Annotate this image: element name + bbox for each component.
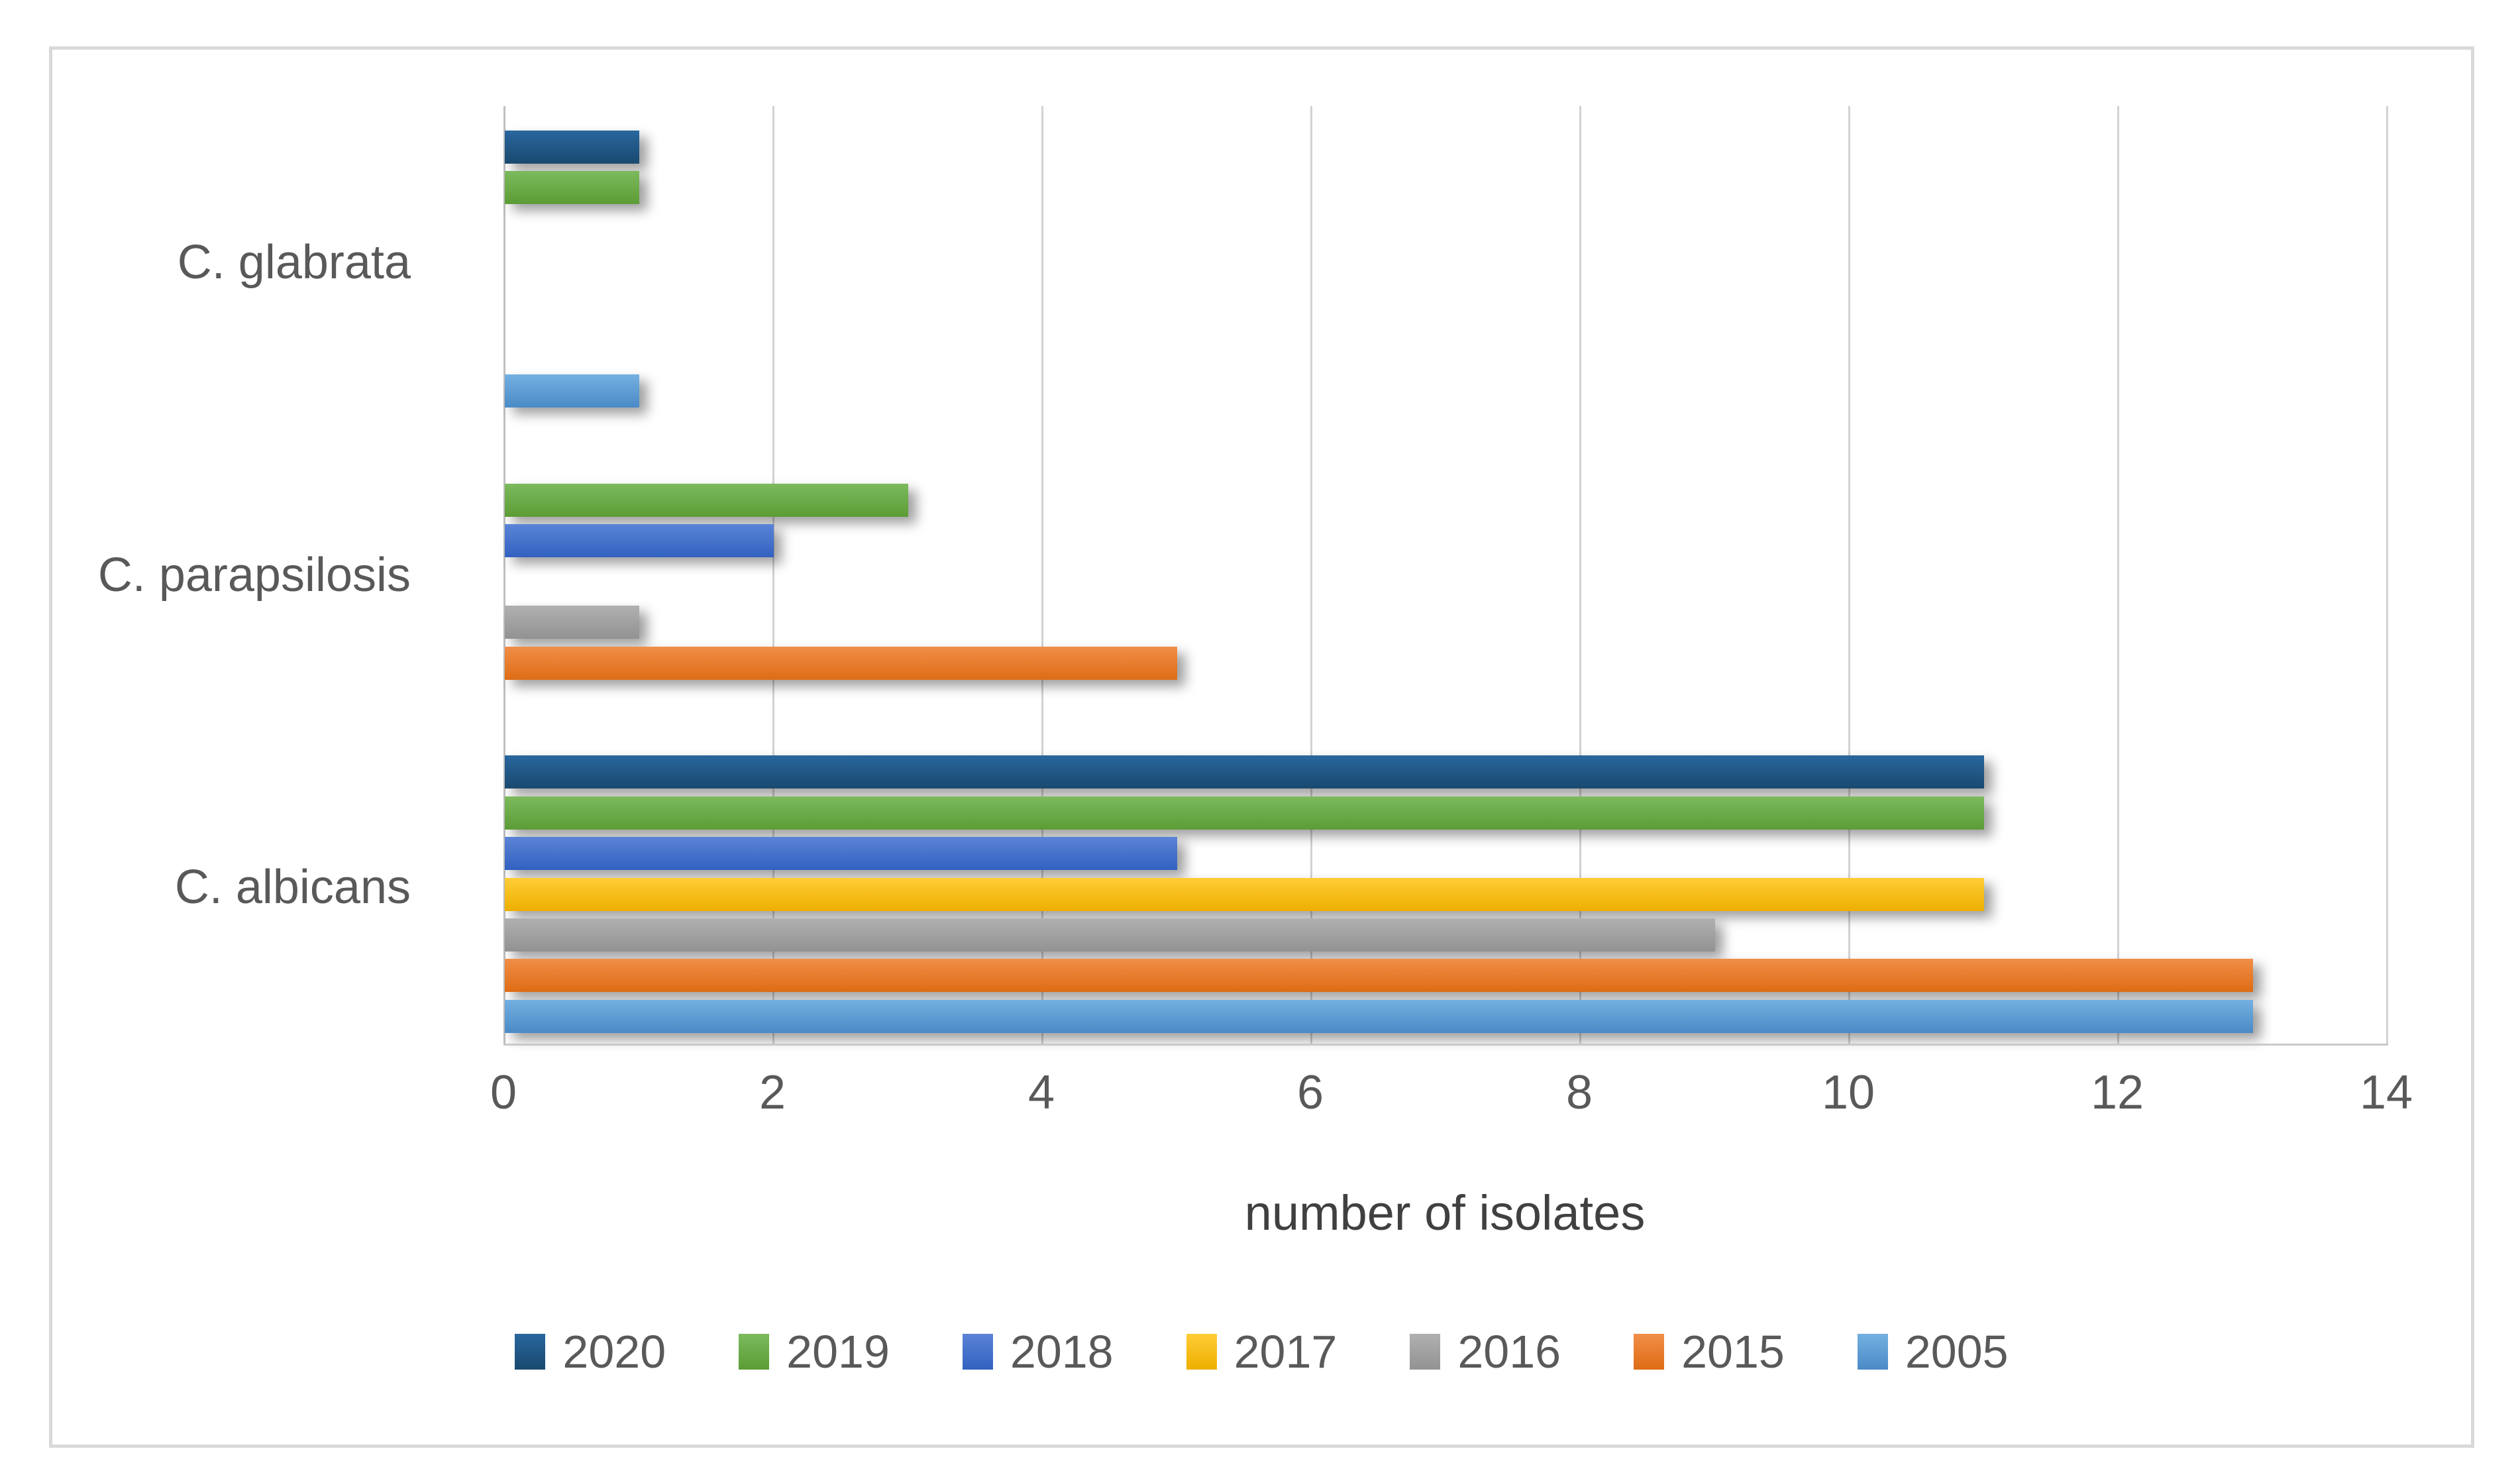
bar-2020-c--glabrata <box>505 131 639 164</box>
legend-item-2020: 2020 <box>515 1325 666 1378</box>
gridline-x-12 <box>2117 106 2119 1044</box>
bar-2016-c--parapsilosis <box>505 606 639 639</box>
chart-area-border <box>49 46 2474 1448</box>
gridline-x-6 <box>1310 106 1312 1044</box>
legend-label: 2020 <box>562 1326 666 1378</box>
x-tick-label-10: 10 <box>1821 1066 1875 1119</box>
legend-label: 2016 <box>1457 1326 1561 1378</box>
x-axis-title: number of isolates <box>1244 1185 1646 1240</box>
bar-2018-c--parapsilosis <box>505 524 774 558</box>
x-tick-label-2: 2 <box>759 1066 786 1119</box>
legend-marker-icon <box>1410 1334 1441 1370</box>
legend-label: 2015 <box>1681 1326 1785 1378</box>
bar-2020-c--albicans <box>505 755 1984 789</box>
category-label-c--glabrata: C. glabrata <box>177 235 411 289</box>
x-tick-label-8: 8 <box>1565 1066 1593 1119</box>
legend-marker-icon <box>1857 1334 1888 1370</box>
bar-2019-c--glabrata <box>505 171 639 205</box>
gridline-x-2 <box>772 106 774 1044</box>
plot-area <box>503 106 2388 1044</box>
legend-marker-icon <box>1186 1334 1217 1370</box>
bar-2005-c--albicans <box>505 999 2253 1033</box>
bar-2019-c--parapsilosis <box>505 484 908 517</box>
legend-marker-icon <box>515 1334 546 1370</box>
bar-2015-c--albicans <box>505 959 2253 993</box>
x-axis-line <box>503 1044 2388 1046</box>
bar-2018-c--albicans <box>505 837 1177 871</box>
legend-item-2019: 2019 <box>739 1325 890 1378</box>
legend-item-2016: 2016 <box>1410 1325 1561 1378</box>
legend-marker-icon <box>1634 1334 1665 1370</box>
legend-item-2005: 2005 <box>1857 1325 2009 1378</box>
x-tick-label-0: 0 <box>490 1066 517 1119</box>
x-tick-label-6: 6 <box>1296 1066 1324 1119</box>
legend-marker-icon <box>962 1334 993 1370</box>
x-tick-label-14: 14 <box>2359 1066 2413 1119</box>
legend-item-2015: 2015 <box>1634 1325 1785 1378</box>
gridline-x-10 <box>1848 106 1850 1044</box>
bar-2019-c--albicans <box>505 796 1984 830</box>
legend-item-2017: 2017 <box>1186 1325 1338 1378</box>
bar-2015-c--parapsilosis <box>505 646 1177 680</box>
y-axis-line <box>503 106 505 1044</box>
x-tick-label-4: 4 <box>1027 1066 1055 1119</box>
bar-2005-c--glabrata <box>505 374 639 408</box>
legend-label: 2018 <box>1010 1326 1114 1378</box>
bar-2017-c--albicans <box>505 877 1984 911</box>
legend-label: 2019 <box>786 1326 890 1378</box>
category-label-c--parapsilosis: C. parapsilosis <box>97 548 411 602</box>
legend-item-2018: 2018 <box>962 1325 1114 1378</box>
legend-label: 2017 <box>1234 1326 1338 1378</box>
x-tick-label-12: 12 <box>2090 1066 2144 1119</box>
gridline-x-8 <box>1579 106 1581 1044</box>
gridline-x-4 <box>1041 106 1043 1044</box>
gridline-x-14 <box>2386 106 2388 1044</box>
legend-label: 2005 <box>1905 1326 2009 1378</box>
legend: 2020 2019 2018 2017 2016 2015 2005 <box>49 1325 2474 1378</box>
category-label-c--albicans: C. albicans <box>174 861 411 914</box>
legend-marker-icon <box>739 1334 770 1370</box>
bar-2016-c--albicans <box>505 918 1715 951</box>
